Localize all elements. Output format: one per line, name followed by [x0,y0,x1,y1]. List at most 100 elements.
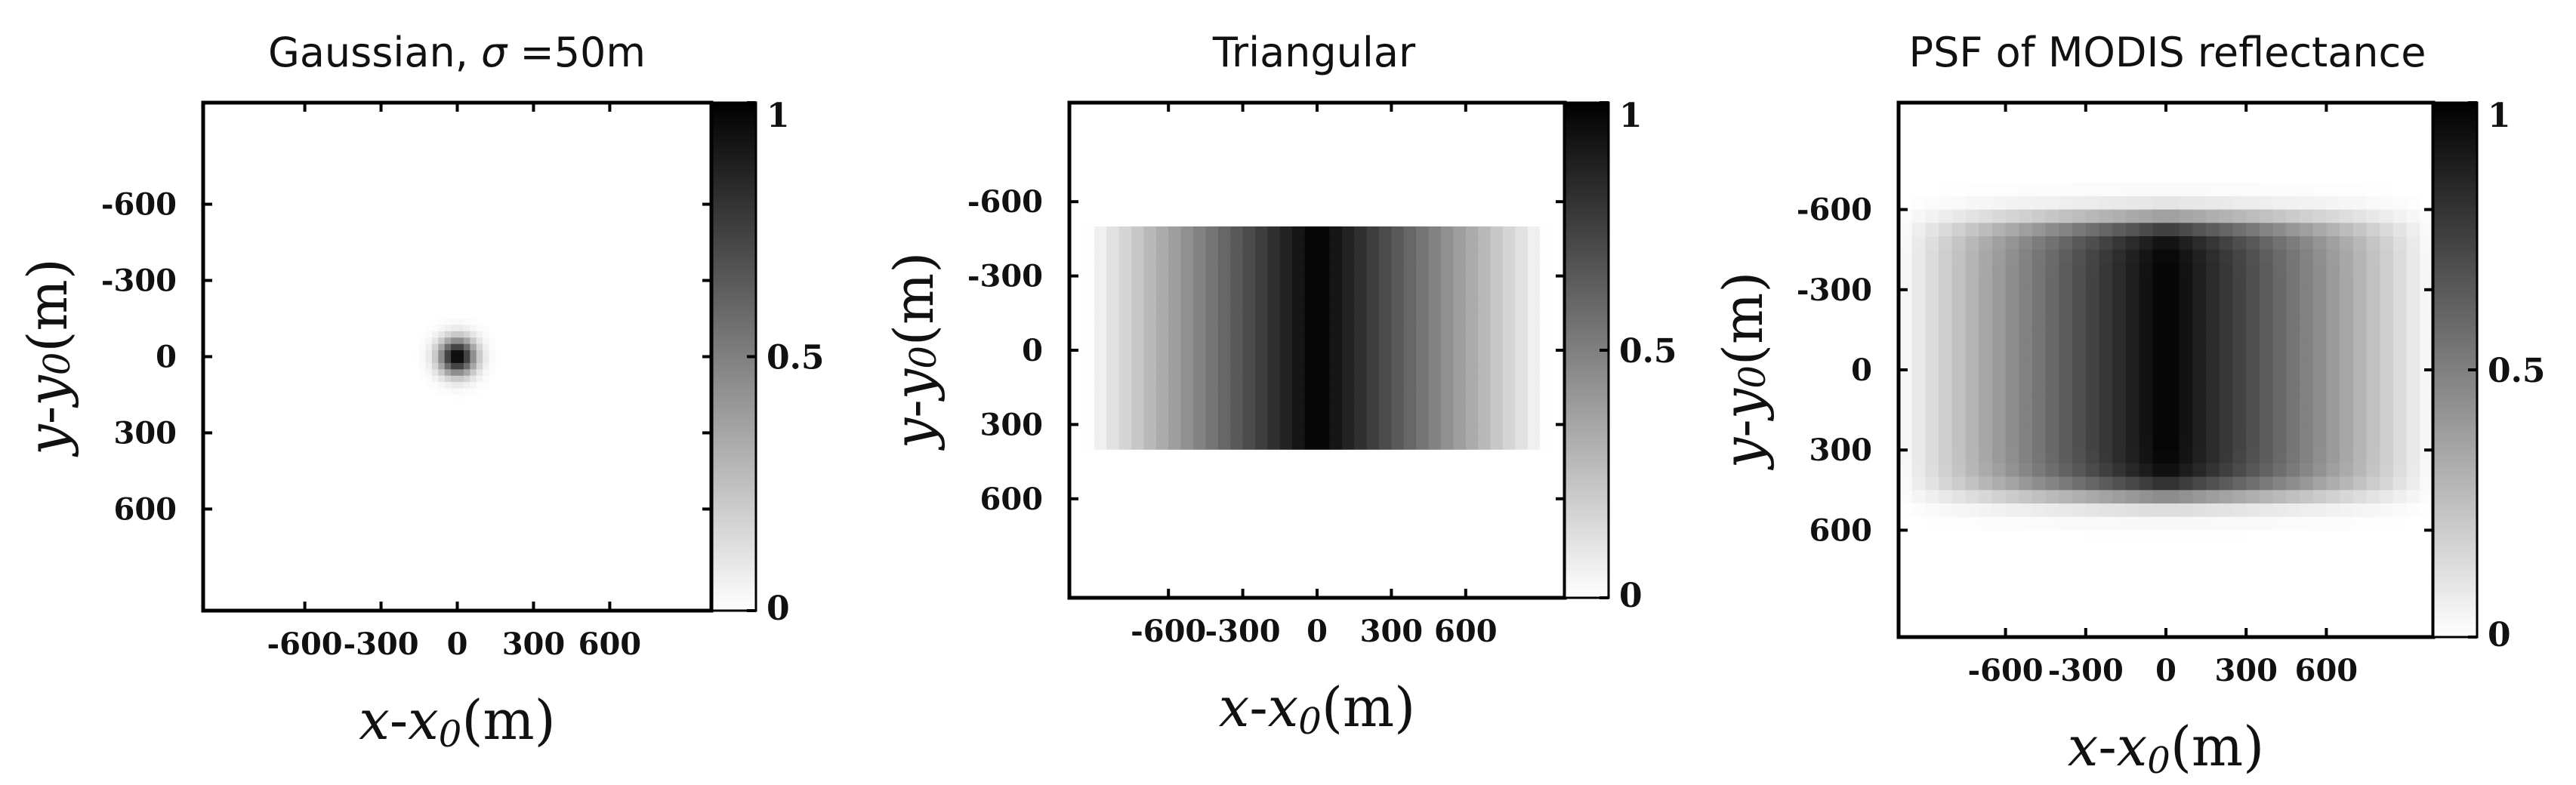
heatmap-cell [1106,362,1120,376]
heatmap-cell [2392,383,2408,397]
heatmap-cell [470,319,477,326]
heatmap-cell [2166,396,2180,411]
heatmap-cell [1168,251,1182,264]
heatmap-cell [2099,516,2113,531]
heatmap-cell [1540,424,1553,438]
heatmap-cell [1965,503,1979,518]
heatmap-cell [1965,436,1979,451]
heatmap-cell [1329,263,1343,277]
heatmap-cell [1391,325,1405,339]
heatmap-cell [2072,370,2087,384]
heatmap-cell [2300,276,2314,291]
heatmap-cell [1939,490,1953,504]
heatmap-cell [483,343,490,351]
heatmap-cell [2420,223,2434,237]
heatmap-cell [1242,288,1256,301]
heatmap-cell [1217,325,1231,339]
heatmap-cell [1118,300,1132,314]
heatmap-cell [2380,249,2394,263]
heatmap-cell [1965,383,1979,397]
heatmap-cell [1540,337,1553,351]
heatmap-cell [1911,289,1926,304]
heatmap-cell [1267,239,1281,252]
y-tick-label: 0 [156,340,177,375]
heatmap-cell [2085,370,2100,384]
heatmap-cell [2380,383,2394,397]
heatmap-cell [2232,436,2247,451]
heatmap-cell [1965,276,1979,291]
heatmap-cell [1515,374,1529,388]
heatmap-cell [2366,249,2380,263]
heatmap-cell [1279,239,1293,252]
heatmap-cell [2232,463,2247,478]
heatmap-cell [1965,476,1979,491]
heatmap-cell [2286,396,2300,411]
heatmap-cell [2112,476,2127,491]
heatmap-cell [1965,263,1979,277]
heatmap-cell [2352,423,2368,438]
heatmap-cell [2406,463,2420,478]
heatmap-cell [1217,239,1231,252]
heatmap-cell [476,382,483,389]
heatmap-cell [2045,516,2059,531]
heatmap-cell [2300,516,2314,531]
heatmap-cell [1465,412,1479,425]
heatmap-cell [2219,329,2234,344]
heatmap-cell [1939,410,1953,424]
heatmap-cell [489,343,496,351]
heatmap-cell [2300,223,2314,237]
heatmap-cell [1255,288,1268,301]
heatmap-cell [1242,276,1256,289]
x-tick-label: 300 [2214,653,2278,688]
heatmap-cell [1341,387,1355,401]
heatmap-cell [1428,239,1442,252]
heatmap-cell [1925,463,1939,478]
heatmap-cell [1205,436,1219,450]
heatmap-cell [2326,516,2340,531]
heatmap-cell [2392,276,2408,291]
heatmap-cell [2219,396,2234,411]
heatmap-cell [1366,362,1380,376]
heatmap-cell [1304,312,1318,326]
heatmap-cell [2420,490,2434,504]
heatmap-cell [1478,288,1492,301]
heatmap-cell [1428,424,1442,438]
heatmap-cell [2166,329,2180,344]
heatmap-cell [2300,463,2314,478]
heatmap-cell [2300,249,2314,263]
heatmap-cell [1503,424,1516,438]
heatmap-cell [2352,329,2368,344]
heatmap-cell [2072,503,2087,518]
heatmap-cell [1951,463,1967,478]
colorbar-tick-label: 1 [2488,97,2511,135]
heatmap-cell [1267,424,1281,438]
heatmap-cell [2152,303,2167,317]
heatmap-cell [2192,450,2207,464]
heatmap-cell [2219,516,2234,531]
heatmap-cell [1267,276,1281,289]
heatmap-cell [1965,209,1979,223]
heatmap-cell [1965,329,1979,344]
heatmap-cell [1911,249,1926,263]
heatmap-cell [2085,263,2100,277]
heatmap-cell [1081,288,1095,301]
heatmap-cell [2219,370,2234,384]
heatmap-cell [1403,300,1417,314]
heatmap-cell [2206,289,2220,304]
heatmap-cell [2019,316,2033,331]
heatmap-cell [2059,343,2073,357]
heatmap-cell [419,356,427,364]
heatmap-cell [1180,362,1194,376]
heatmap-cell [1379,300,1392,314]
heatmap-cell [2286,516,2300,531]
heatmap-cell [1490,276,1504,289]
heatmap-cell [2045,343,2059,357]
heatmap-cell [1155,362,1169,376]
heatmap-cell [2179,195,2193,211]
heatmap-cell [1441,412,1454,425]
heatmap-cell [1255,239,1268,252]
heatmap-cell [1317,276,1330,289]
heatmap-cell [1193,337,1206,351]
heatmap-cell [1991,289,2007,304]
heatmap-cell [1267,312,1281,326]
